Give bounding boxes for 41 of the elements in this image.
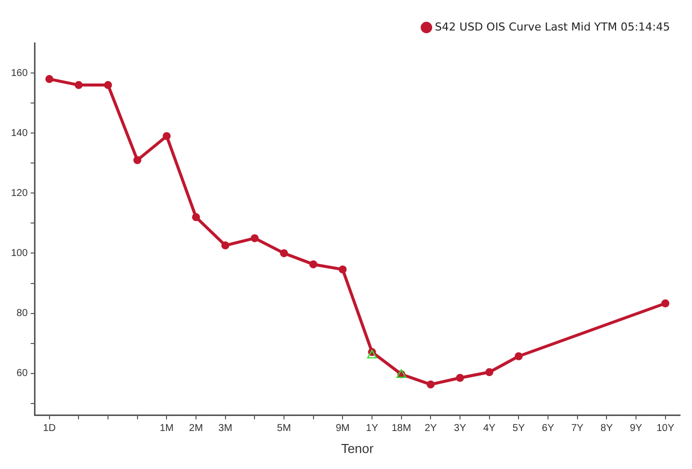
x-tick-label: 7Y bbox=[571, 423, 584, 434]
y-tick-label: 120 bbox=[10, 188, 28, 199]
x-tick-label: 18M bbox=[392, 423, 412, 434]
point bbox=[221, 241, 230, 250]
point bbox=[74, 81, 83, 90]
point bbox=[661, 299, 670, 308]
point bbox=[133, 156, 142, 164]
x-tick-label: 1Y bbox=[366, 423, 378, 434]
point bbox=[250, 234, 259, 242]
x-axis-title: Tenor bbox=[341, 440, 374, 456]
point bbox=[426, 380, 435, 388]
x-tick-label: 1D bbox=[42, 423, 56, 434]
x-tick-label: 3Y bbox=[454, 423, 466, 434]
x-tick-label: 6Y bbox=[542, 423, 554, 434]
point bbox=[485, 368, 494, 376]
x-tick-label: 4Y bbox=[483, 423, 496, 434]
x-tick-label: 3M bbox=[218, 423, 232, 434]
x-tick-label: 2M bbox=[189, 423, 203, 434]
y-tick-label: 160 bbox=[10, 68, 28, 79]
x-tick-label: 9Y bbox=[630, 423, 642, 434]
point bbox=[456, 374, 464, 382]
y-tick-label: 100 bbox=[10, 248, 28, 259]
point bbox=[162, 132, 171, 140]
point bbox=[280, 249, 288, 258]
x-tick-label: 5Y bbox=[512, 423, 526, 434]
y-tick-label: 80 bbox=[16, 308, 28, 320]
point bbox=[192, 213, 200, 222]
x-tick-label: 2Y bbox=[424, 423, 438, 434]
x-tick-label: 5M bbox=[277, 423, 291, 434]
point bbox=[104, 81, 112, 90]
x-tick-label: 1M bbox=[160, 423, 174, 434]
y-tick-label: 140 bbox=[10, 128, 28, 139]
x-tick-label: 10Y bbox=[656, 423, 675, 434]
x-tick-label: 8Y bbox=[600, 423, 614, 434]
point bbox=[514, 352, 523, 360]
legend-label: S42 USD OIS Curve Last Mid YTM 05:14:45 bbox=[434, 20, 670, 34]
y-tick-label: 60 bbox=[16, 368, 28, 380]
point bbox=[338, 265, 347, 274]
x-tick-label: 9M bbox=[336, 423, 350, 434]
point bbox=[45, 75, 54, 84]
point bbox=[309, 260, 318, 268]
